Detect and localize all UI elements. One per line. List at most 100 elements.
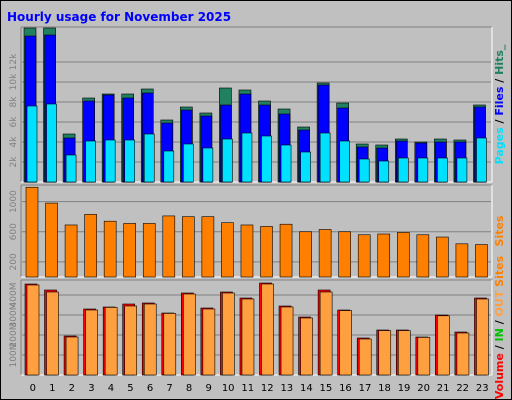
bar-out-10 — [222, 292, 235, 376]
x-tick-label: 6 — [147, 383, 153, 394]
bar-sites-17 — [357, 234, 371, 278]
bar-pages-17 — [358, 158, 370, 183]
bar-pages-16 — [339, 140, 350, 183]
x-tick-label: 9 — [205, 383, 211, 394]
bar-sites-3 — [84, 214, 97, 278]
bar-pages-13 — [280, 144, 292, 183]
bar-pages-6 — [143, 133, 155, 183]
x-tick-label: 7 — [166, 383, 172, 394]
x-tick-label: 16 — [339, 383, 352, 394]
bar-sites-2 — [64, 224, 78, 278]
side-label-part: / — [493, 316, 506, 328]
x-tick-label: 4 — [108, 383, 114, 394]
x-tick-label: 21 — [437, 383, 450, 394]
bar-pages-1 — [46, 103, 57, 183]
y-tick-label: 4k — [9, 136, 19, 148]
bar-sites-8 — [182, 216, 195, 278]
bar-pages-11 — [241, 132, 253, 183]
panel-side-label: Sites — [493, 215, 506, 246]
bar-out-0 — [26, 284, 40, 376]
bar-sites-4 — [103, 220, 117, 278]
bar-out-20 — [417, 337, 431, 376]
bar-sites-16 — [338, 231, 351, 278]
y-tick-label: 100M — [9, 343, 19, 368]
x-tick-label: 17 — [359, 383, 372, 394]
bar-sites-6 — [142, 223, 156, 278]
y-tick-label: 300M — [9, 303, 19, 328]
side-label-part: Sites — [493, 255, 506, 290]
bar-sites-7 — [162, 215, 176, 278]
x-tick-label: 8 — [186, 383, 192, 394]
bar-sites-14 — [299, 231, 312, 278]
bar-sites-15 — [318, 229, 332, 278]
bar-out-2 — [65, 336, 79, 376]
x-tick-label: 3 — [88, 383, 94, 394]
bar-pages-0 — [26, 105, 38, 183]
bar-sites-12 — [260, 226, 273, 278]
bar-pages-14 — [300, 151, 311, 183]
bar-pages-22 — [456, 157, 468, 183]
x-tick-label: 12 — [261, 383, 274, 394]
bar-sites-1 — [45, 202, 58, 278]
chart-title: Hourly usage for November 2025 — [7, 10, 231, 24]
y-tick-label: 400M — [9, 283, 19, 308]
bar-out-12 — [261, 283, 274, 376]
x-tick-label: 2 — [69, 383, 75, 394]
side-label-part: Volume — [493, 353, 506, 399]
panel-side-label: Volume / IN / OUT Sites — [493, 255, 506, 399]
bar-sites-20 — [416, 234, 430, 278]
x-tick-label: 20 — [417, 383, 430, 394]
bar-out-22 — [456, 332, 470, 376]
bar-pages-21 — [437, 157, 448, 183]
bar-out-13 — [280, 306, 294, 376]
x-tick-label: 5 — [127, 383, 133, 394]
bar-out-18 — [378, 330, 392, 376]
bar-sites-0 — [25, 186, 39, 278]
x-tick-label: 23 — [476, 383, 489, 394]
x-tick-label: 14 — [300, 383, 313, 394]
bar-out-3 — [85, 309, 98, 376]
x-tick-label: 22 — [456, 383, 469, 394]
panel-side-label: Pages / Files / Hits_ — [493, 44, 506, 164]
bar-out-8 — [183, 293, 196, 376]
x-tick-label: 11 — [241, 383, 254, 394]
x-tick-label: 1 — [49, 383, 55, 394]
y-tick-label: 10k — [9, 73, 19, 90]
bar-sites-19 — [396, 232, 410, 278]
bar-pages-5 — [124, 139, 136, 183]
bar-pages-20 — [417, 157, 429, 183]
bar-sites-11 — [240, 224, 254, 278]
bar-out-19 — [397, 330, 411, 376]
bar-out-17 — [358, 338, 372, 376]
x-tick-label: 13 — [280, 383, 293, 394]
x-tick-label: 19 — [398, 383, 411, 394]
bar-pages-7 — [163, 150, 175, 183]
x-tick-label: 10 — [222, 383, 235, 394]
y-tick-label: 200 — [9, 253, 19, 270]
y-tick-label: 600 — [9, 223, 19, 240]
bar-out-9 — [202, 308, 216, 376]
y-tick-label: 2k — [9, 156, 19, 168]
x-tick-label: 18 — [378, 383, 391, 394]
bar-sites-13 — [279, 223, 293, 278]
bar-out-16 — [339, 310, 352, 376]
bar-pages-23 — [476, 137, 487, 183]
bar-pages-8 — [183, 143, 194, 183]
y-tick-label: 12k — [9, 53, 19, 70]
side-label-part: _ — [493, 44, 506, 50]
y-tick-label: 200M — [9, 323, 19, 348]
x-tick-label: 0 — [30, 383, 36, 394]
side-label-part: / — [493, 341, 506, 353]
bar-out-6 — [143, 303, 157, 376]
side-label-part: / — [493, 75, 506, 87]
bar-sites-23 — [475, 244, 488, 278]
side-label-part: Hits — [493, 50, 506, 75]
bar-pages-15 — [319, 132, 331, 183]
bar-pages-4 — [104, 139, 116, 183]
bar-out-23 — [476, 298, 489, 376]
panel-background — [21, 280, 492, 375]
bar-out-4 — [104, 307, 118, 376]
bar-sites-10 — [221, 222, 234, 278]
